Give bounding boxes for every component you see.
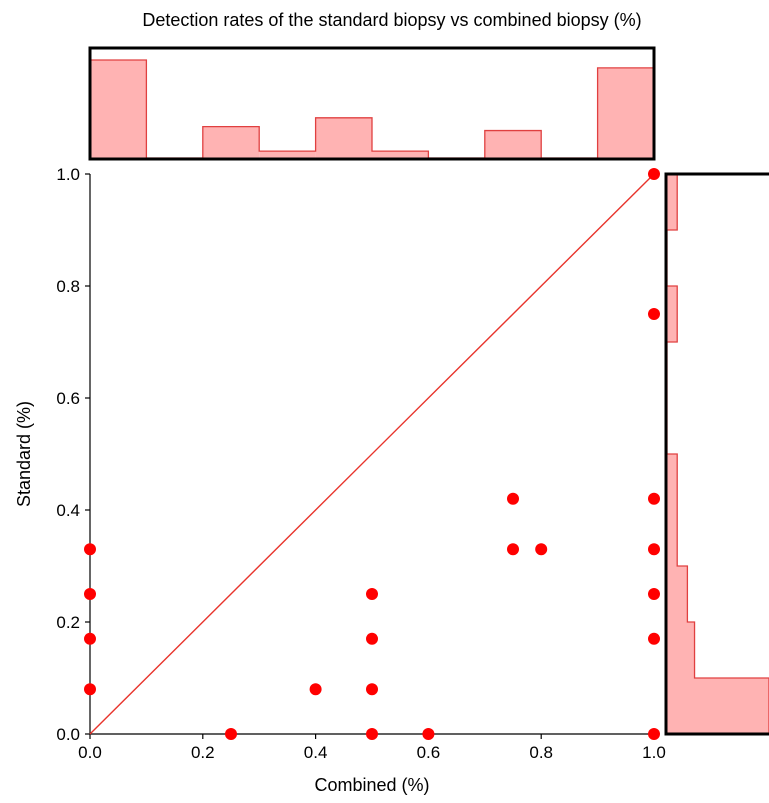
right-histogram-bar [667,510,678,566]
y-tick-label: 0.6 [56,389,80,408]
data-point [366,683,378,696]
top-histogram-outline [89,59,655,159]
right-histogram-bar [667,454,678,510]
top-histogram-bar [597,67,654,158]
right-histogram-bar [667,566,688,622]
y-tick-label: 0.4 [56,501,80,520]
data-point [84,588,96,600]
data-point [507,543,519,556]
data-point [366,728,378,740]
data-point [366,632,378,645]
right-histogram-bar [667,678,769,734]
data-point [648,492,660,505]
data-point [84,632,96,645]
top-histogram-bar [484,130,542,158]
right-histogram-frame [664,172,769,736]
right-histogram-bar [667,286,678,342]
x-tick-label: 0.8 [529,743,553,762]
right-histogram-bar [667,174,678,230]
data-point [309,683,322,696]
data-point [648,168,660,180]
data-point [225,728,237,740]
y-tick-label: 0.8 [56,277,80,296]
x-tick-label: 0.2 [191,743,215,762]
top-histogram [88,46,656,161]
data-point [648,728,660,740]
top-histogram-bar [90,60,147,158]
y-axis-label: Standard (%) [14,401,34,507]
reference-diagonal-line [89,173,655,735]
data-point [422,728,435,740]
top-histogram-bar [202,126,260,158]
top-histogram-frame [88,46,656,161]
top-histogram-bar [372,151,429,158]
x-tick-label: 0.0 [78,743,102,762]
y-tick-label: 0.0 [56,725,80,744]
right-histogram [664,172,769,736]
y-tick-label: 0.2 [56,613,80,632]
top-histogram-bar [259,151,316,158]
data-point [648,543,660,556]
data-points [84,168,660,740]
x-tick-label: 0.4 [304,743,328,762]
plot-area: 0.0 0.2 0.4 0.6 0.8 1.0 0.0 0.2 0.4 0.6 0.8 1.0 [56,165,665,762]
data-point [648,588,660,600]
data-point [648,632,660,645]
x-tick-label: 0.6 [417,743,441,762]
right-histogram-bar [667,622,695,678]
data-point [366,588,378,600]
data-point [84,543,96,556]
data-point [535,543,548,556]
data-point [84,683,96,696]
x-tick-label: 1.0 [642,743,666,762]
x-axis-ticks: 0.0 0.2 0.4 0.6 0.8 1.0 [78,734,666,762]
data-point [507,492,519,505]
y-axis-ticks: 0.0 0.2 0.4 0.6 0.8 1.0 [56,165,90,744]
y-tick-label: 1.0 [56,165,80,184]
x-axis-label: Combined (%) [314,775,429,795]
data-point [648,308,660,320]
chart-title: Detection rates of the standard biopsy v… [142,10,641,30]
top-histogram-bar [315,117,372,158]
